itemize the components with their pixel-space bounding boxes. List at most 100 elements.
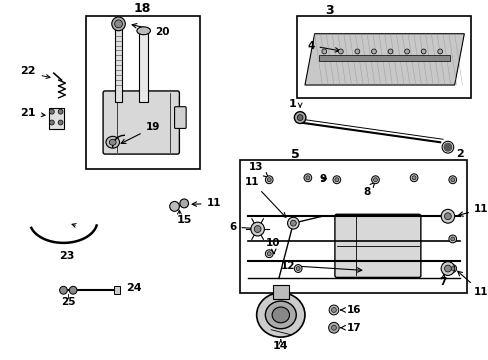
Circle shape (332, 176, 340, 184)
Circle shape (444, 213, 450, 220)
Circle shape (450, 266, 454, 270)
Text: 17: 17 (340, 323, 360, 333)
Circle shape (331, 307, 336, 312)
Text: 25: 25 (61, 297, 76, 307)
Circle shape (373, 178, 377, 182)
Circle shape (49, 120, 54, 125)
Circle shape (450, 237, 454, 241)
Text: 14: 14 (272, 342, 288, 351)
Text: 10: 10 (266, 238, 280, 254)
Text: 16: 16 (340, 305, 360, 315)
Circle shape (265, 250, 272, 258)
Text: 18: 18 (134, 1, 151, 14)
Circle shape (290, 220, 296, 226)
Text: 13: 13 (248, 162, 267, 177)
Ellipse shape (169, 202, 179, 211)
Circle shape (304, 174, 311, 182)
Text: 23: 23 (59, 251, 74, 261)
Circle shape (448, 265, 456, 273)
Circle shape (58, 109, 63, 114)
Circle shape (58, 120, 63, 125)
Polygon shape (305, 34, 464, 85)
Circle shape (60, 286, 67, 294)
Text: 11: 11 (457, 271, 488, 297)
Bar (139, 31, 148, 102)
Circle shape (294, 112, 305, 123)
Circle shape (411, 176, 415, 180)
Circle shape (115, 20, 122, 28)
Circle shape (49, 109, 54, 114)
Circle shape (296, 266, 300, 270)
Ellipse shape (256, 293, 305, 337)
Circle shape (440, 209, 454, 223)
Circle shape (112, 17, 125, 31)
Bar (114, 286, 119, 294)
Circle shape (354, 49, 359, 54)
FancyBboxPatch shape (174, 107, 186, 129)
Ellipse shape (180, 199, 188, 208)
Circle shape (443, 143, 451, 151)
Bar (115, 21, 122, 102)
Circle shape (294, 265, 302, 273)
Circle shape (404, 49, 408, 54)
Bar (319, 55, 449, 61)
Circle shape (267, 252, 271, 256)
Text: 11: 11 (458, 204, 488, 216)
Circle shape (328, 305, 338, 315)
Circle shape (69, 286, 77, 294)
Ellipse shape (271, 307, 289, 323)
Circle shape (371, 49, 376, 54)
Bar (85, 16, 199, 169)
Text: 22: 22 (20, 66, 36, 76)
Text: 20: 20 (132, 24, 169, 37)
Circle shape (267, 178, 271, 182)
FancyBboxPatch shape (334, 214, 420, 278)
Text: 1: 1 (288, 99, 296, 109)
Text: 8: 8 (362, 182, 374, 197)
Circle shape (371, 176, 379, 184)
Ellipse shape (106, 136, 119, 148)
Bar (272, 285, 288, 299)
Circle shape (328, 322, 339, 333)
Ellipse shape (109, 139, 116, 145)
Circle shape (297, 114, 303, 121)
Circle shape (437, 49, 442, 54)
Bar (49, 108, 64, 129)
Circle shape (331, 325, 336, 330)
Text: 15: 15 (176, 215, 191, 225)
Circle shape (444, 265, 450, 272)
Text: 19: 19 (121, 122, 160, 143)
Text: 2: 2 (455, 149, 463, 159)
Text: 6: 6 (229, 222, 261, 232)
Bar (240, 160, 466, 293)
Circle shape (305, 176, 309, 180)
Circle shape (338, 49, 343, 54)
Circle shape (409, 174, 417, 182)
Circle shape (387, 49, 392, 54)
Circle shape (448, 176, 456, 184)
Circle shape (321, 49, 326, 54)
Circle shape (334, 178, 338, 182)
Text: 11: 11 (192, 198, 221, 208)
Text: 12: 12 (280, 261, 361, 272)
Text: 7: 7 (439, 274, 446, 287)
Text: 3: 3 (324, 4, 333, 17)
Circle shape (450, 178, 454, 182)
FancyBboxPatch shape (103, 91, 179, 154)
Circle shape (287, 217, 299, 229)
Circle shape (448, 235, 456, 243)
Text: 5: 5 (290, 148, 299, 161)
Text: 24: 24 (126, 283, 142, 293)
Polygon shape (297, 16, 470, 98)
Circle shape (420, 49, 425, 54)
Text: 21: 21 (20, 108, 36, 118)
Circle shape (265, 176, 272, 184)
Text: 9: 9 (319, 174, 326, 184)
Ellipse shape (265, 301, 296, 329)
Ellipse shape (137, 27, 150, 35)
Circle shape (254, 226, 261, 233)
Circle shape (250, 222, 264, 236)
Text: 4: 4 (306, 41, 339, 52)
Text: 11: 11 (244, 177, 285, 217)
Circle shape (440, 262, 454, 275)
